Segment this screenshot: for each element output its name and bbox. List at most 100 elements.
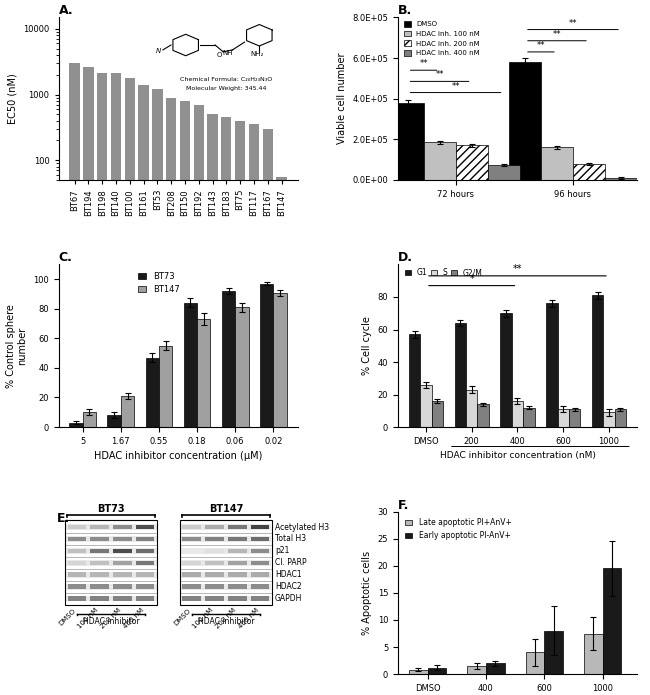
Bar xyxy=(136,584,155,589)
Bar xyxy=(421,385,432,427)
Bar xyxy=(184,303,197,427)
Text: HDAC2: HDAC2 xyxy=(275,582,302,591)
Bar xyxy=(113,596,132,600)
Bar xyxy=(136,525,155,530)
Bar xyxy=(605,178,637,180)
Bar xyxy=(88,536,111,542)
Bar xyxy=(478,404,489,427)
Bar xyxy=(509,62,541,180)
Bar xyxy=(235,121,245,695)
Text: **: ** xyxy=(436,70,444,79)
Bar xyxy=(181,572,203,578)
Text: 400 nM: 400 nM xyxy=(237,607,260,630)
Legend: DMSO, HDAC inh. 100 nM, HDAC inh. 200 nM, HDAC inh. 400 nM: DMSO, HDAC inh. 100 nM, HDAC inh. 200 nM… xyxy=(404,21,480,56)
Bar xyxy=(603,569,621,674)
Bar xyxy=(136,573,155,577)
Bar xyxy=(569,409,580,427)
Bar xyxy=(205,561,224,565)
Bar xyxy=(68,584,86,589)
Bar xyxy=(248,524,271,530)
Bar xyxy=(544,631,563,674)
Bar xyxy=(183,525,201,530)
Bar xyxy=(197,319,211,427)
Bar xyxy=(432,401,443,427)
Bar xyxy=(66,536,88,542)
Bar xyxy=(134,524,157,530)
Bar xyxy=(183,548,201,553)
Bar xyxy=(276,177,287,695)
Bar xyxy=(203,560,226,566)
Bar xyxy=(228,573,246,577)
Bar xyxy=(226,596,248,601)
Bar xyxy=(66,584,88,589)
Bar xyxy=(228,548,246,553)
Bar xyxy=(205,584,224,589)
Bar xyxy=(248,536,271,542)
Bar xyxy=(88,584,111,589)
Text: DMSO: DMSO xyxy=(58,607,77,626)
Bar xyxy=(456,145,488,180)
Bar xyxy=(113,584,132,589)
Text: DMSO: DMSO xyxy=(173,607,192,626)
Bar xyxy=(203,536,226,542)
Bar xyxy=(226,548,248,554)
Text: **: ** xyxy=(552,30,561,39)
Bar xyxy=(90,584,109,589)
Bar xyxy=(111,560,134,566)
Bar xyxy=(194,105,204,695)
Y-axis label: % Apoptotic cells: % Apoptotic cells xyxy=(362,551,372,635)
Bar xyxy=(558,409,569,427)
Bar xyxy=(68,596,86,600)
Bar xyxy=(146,358,159,427)
Bar xyxy=(134,560,157,566)
Text: HDAC1: HDAC1 xyxy=(275,570,302,579)
Bar xyxy=(68,573,86,577)
Bar xyxy=(66,548,88,554)
Bar xyxy=(226,536,248,542)
Text: GAPDH: GAPDH xyxy=(275,594,302,603)
Bar xyxy=(181,548,203,554)
Bar xyxy=(136,537,155,541)
Bar xyxy=(546,304,558,427)
Y-axis label: Viable cell number: Viable cell number xyxy=(337,53,347,145)
Bar xyxy=(136,596,155,600)
Legend: G1, S, G2/M: G1, S, G2/M xyxy=(402,265,486,280)
Y-axis label: % Cell cycle: % Cell cycle xyxy=(362,316,372,375)
Bar xyxy=(125,78,135,695)
Bar xyxy=(203,572,226,578)
Bar xyxy=(251,537,269,541)
Bar xyxy=(90,537,109,541)
Bar xyxy=(68,561,86,565)
Bar xyxy=(228,584,246,589)
Bar xyxy=(467,666,486,674)
Bar xyxy=(90,548,109,553)
Text: BT73: BT73 xyxy=(98,505,125,514)
Bar xyxy=(226,572,248,578)
Bar xyxy=(573,164,605,180)
Bar xyxy=(454,323,466,427)
Bar xyxy=(226,524,248,530)
Bar xyxy=(183,573,201,577)
Text: HDAC inhibitor: HDAC inhibitor xyxy=(198,617,254,626)
Bar xyxy=(66,596,88,601)
Bar xyxy=(180,521,272,605)
Bar xyxy=(183,584,201,589)
Text: 200 nM: 200 nM xyxy=(214,607,237,630)
Bar xyxy=(248,596,271,601)
Bar xyxy=(228,596,246,600)
Bar xyxy=(228,525,246,530)
Text: E.: E. xyxy=(57,512,71,525)
Bar xyxy=(249,124,259,695)
Bar xyxy=(134,584,157,589)
Bar xyxy=(274,293,287,427)
Bar xyxy=(181,536,203,542)
Bar xyxy=(90,596,109,600)
Bar xyxy=(260,284,274,427)
Bar xyxy=(251,596,269,600)
Bar xyxy=(512,401,523,427)
Bar xyxy=(203,584,226,589)
Bar xyxy=(248,584,271,589)
Bar xyxy=(391,103,424,180)
Legend: Late apoptotic PI+AnV+, Early apoptotic PI-AnV+: Late apoptotic PI+AnV+, Early apoptotic … xyxy=(402,516,515,543)
Bar xyxy=(183,596,201,600)
